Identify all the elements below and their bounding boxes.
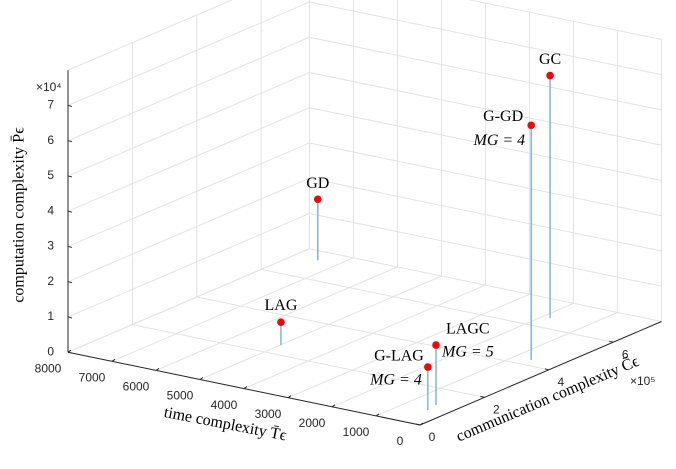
x-tick-label: 4000 xyxy=(211,398,238,412)
grid-line xyxy=(309,177,662,252)
grid-line xyxy=(287,293,530,399)
y-tick xyxy=(480,395,485,398)
grid-line xyxy=(111,257,354,362)
z-tick-label: 7 xyxy=(47,98,54,112)
marker xyxy=(424,363,432,371)
y-tick xyxy=(415,423,421,426)
grid-line xyxy=(132,324,485,398)
y-tick-label: 6 xyxy=(622,347,629,361)
z-tick xyxy=(67,140,73,143)
z-multiplier: ×10⁴ xyxy=(36,80,62,94)
grid-line xyxy=(199,275,442,380)
x-tick xyxy=(287,395,292,399)
grid-line xyxy=(309,107,662,181)
point-label: LAGC xyxy=(446,321,490,338)
point-label: LAG xyxy=(264,297,297,314)
grid-line xyxy=(196,296,549,371)
x-tick-label: 6000 xyxy=(123,380,150,394)
grid-line xyxy=(309,212,662,287)
point-note: MG = 5 xyxy=(441,344,494,361)
x-tick xyxy=(375,413,380,417)
z-tick xyxy=(67,281,73,284)
grid-line xyxy=(67,0,234,71)
point-note: MG = 4 xyxy=(472,132,525,149)
x-tick-label: 1000 xyxy=(343,425,370,439)
grid-line xyxy=(309,71,662,146)
x-tick xyxy=(155,367,160,371)
grid-line xyxy=(375,311,618,417)
y-axis xyxy=(419,321,662,426)
grid-line xyxy=(67,1,310,106)
z-tick-label: 1 xyxy=(47,309,54,323)
grid-line xyxy=(67,107,310,212)
x-tick xyxy=(331,404,336,408)
x-tick-label: 0 xyxy=(397,434,404,448)
grid-line xyxy=(331,302,574,408)
grid-line xyxy=(468,0,662,40)
marker xyxy=(527,121,535,130)
z-tick xyxy=(67,210,73,213)
x-tick-label: 5000 xyxy=(167,389,194,403)
x-tick-label: 3000 xyxy=(255,407,282,421)
grid-line xyxy=(243,284,486,390)
z-tick-label: 2 xyxy=(47,274,54,288)
point-label: G-GD xyxy=(483,108,523,125)
grid-line xyxy=(261,268,614,343)
grid-line xyxy=(309,1,662,76)
x-tick-label: 7000 xyxy=(79,370,106,384)
x-tick xyxy=(419,422,424,426)
x-tick xyxy=(111,358,116,362)
point-label: G-LAG xyxy=(374,348,424,365)
x-tick xyxy=(199,377,204,380)
z-tick xyxy=(67,175,73,178)
y-tick-label: 4 xyxy=(557,375,564,389)
z-axis-title: computation complexity P̄ϵ xyxy=(11,127,28,303)
grid-line xyxy=(67,71,310,177)
grid-line xyxy=(67,248,310,353)
z-tick xyxy=(67,245,73,248)
z-tick xyxy=(67,351,73,354)
grid-line xyxy=(155,266,398,371)
y-tick xyxy=(609,340,614,343)
x-tick-label: 2000 xyxy=(299,416,326,430)
z-tick xyxy=(67,104,73,107)
z-tick-label: 4 xyxy=(47,203,54,217)
grid-line xyxy=(309,248,662,322)
grid-line xyxy=(309,36,662,111)
y-axis-title: communication complexity C̄ϵ xyxy=(454,353,642,446)
point-label: GD xyxy=(306,175,329,192)
point-note: MG = 4 xyxy=(369,372,422,389)
z-tick-label: 5 xyxy=(47,168,54,182)
marker xyxy=(432,341,440,349)
z-tick xyxy=(67,316,73,319)
marker xyxy=(277,318,285,326)
grid-line xyxy=(67,36,310,142)
z-tick-label: 0 xyxy=(47,344,54,358)
grid-line xyxy=(67,142,310,247)
y-multiplier: ×10⁵ xyxy=(630,374,655,388)
z-tick-label: 6 xyxy=(47,133,54,147)
y-tick xyxy=(544,368,549,371)
x-tick xyxy=(243,386,248,390)
grid-line xyxy=(67,212,310,318)
grid-line xyxy=(67,177,310,283)
grid-line xyxy=(309,142,662,217)
y-tick-label: 2 xyxy=(493,403,500,417)
marker xyxy=(546,71,554,80)
point-label: GC xyxy=(539,51,561,68)
y-tick-label: 0 xyxy=(429,430,436,444)
marker xyxy=(314,195,322,204)
x-tick-label: 8000 xyxy=(35,361,62,375)
z-tick-label: 3 xyxy=(47,239,54,253)
